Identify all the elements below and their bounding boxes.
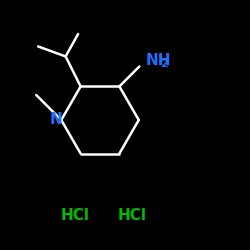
Text: NH: NH <box>146 53 171 68</box>
Text: HCl: HCl <box>118 208 147 222</box>
Text: 2: 2 <box>160 60 168 70</box>
Text: HCl: HCl <box>60 208 90 222</box>
Text: N: N <box>50 112 62 128</box>
